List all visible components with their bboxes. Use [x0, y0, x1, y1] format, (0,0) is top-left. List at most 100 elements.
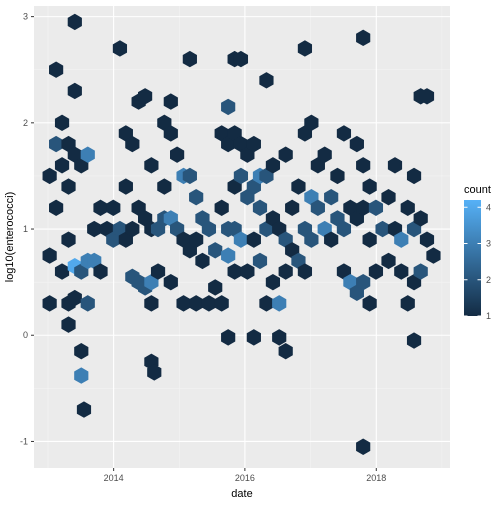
hex-bin: [150, 263, 166, 280]
hex-bin: [265, 157, 281, 174]
hex-bin: [265, 273, 281, 291]
hex-bin: [259, 295, 274, 312]
legend-tick-label: 1: [486, 311, 491, 321]
hex-bin: [406, 273, 422, 291]
hex-bin: [317, 146, 332, 163]
hex-bin: [182, 50, 197, 68]
hex-bin: [304, 114, 319, 132]
hex-bin: [118, 125, 133, 142]
legend-tick-label: 2: [486, 275, 491, 285]
hex-bin: [252, 252, 268, 270]
hex-bin: [125, 135, 140, 153]
y-tick-label: 0: [23, 330, 28, 340]
y-tick-label: 2: [23, 118, 28, 128]
hex-bin: [272, 329, 287, 346]
hex-bin: [297, 263, 313, 280]
hex-bin: [310, 199, 325, 216]
hex-bin: [324, 188, 339, 206]
hex-bin: [400, 295, 415, 312]
hex-bin: [195, 252, 210, 270]
hex-bin: [67, 146, 82, 163]
hex-bin: [291, 252, 306, 270]
hex-bin: [419, 88, 435, 105]
hex-bin: [381, 188, 396, 206]
hex-bin: [42, 167, 57, 185]
hex-bin: [317, 220, 332, 238]
legend-tick-label: 4: [486, 202, 491, 212]
hex-bin: [240, 146, 255, 163]
hex-bin: [49, 61, 64, 78]
hex-bin: [227, 263, 242, 280]
hex-bin: [297, 125, 313, 142]
hex-bin: [67, 13, 82, 31]
hex-bin: [67, 82, 82, 100]
hex-bin: [138, 88, 153, 105]
hex-bin: [221, 329, 236, 346]
hex-bin: [278, 263, 293, 280]
hex-bin: [147, 364, 162, 381]
hex-bin: [336, 263, 352, 280]
hex-bin: [330, 167, 345, 185]
y-tick-label: -1: [20, 436, 28, 446]
hex-bin: [413, 210, 428, 227]
hex-bin: [189, 231, 204, 248]
hex-bin: [54, 263, 70, 280]
hex-bin: [297, 40, 313, 57]
hex-bin: [272, 220, 287, 238]
hex-bin: [144, 273, 159, 291]
hex-bin: [426, 247, 441, 264]
hex-bin: [259, 167, 274, 185]
hex-bin: [278, 146, 293, 163]
hex-bin: [233, 167, 249, 185]
hex-bin: [259, 72, 274, 89]
hex-bin: [246, 231, 261, 248]
hex-bin: [80, 146, 95, 163]
hex-bin: [189, 188, 204, 206]
y-axis-title: log10(enterococci): [4, 192, 16, 283]
hex-bin: [74, 367, 89, 384]
x-tick-label: 2018: [366, 473, 386, 483]
hex-bin: [246, 329, 261, 346]
hex-bin: [336, 125, 352, 142]
hex-bin: [221, 98, 236, 116]
hex-bin: [349, 135, 364, 153]
y-axis: -1 0 1 2 3: [20, 12, 34, 446]
hex-bin: [176, 295, 191, 312]
hex-bin: [356, 157, 371, 174]
hex-bin: [324, 231, 339, 248]
hex-bin: [208, 279, 223, 296]
hex-bin: [233, 135, 249, 153]
hex-bin: [42, 295, 57, 312]
hex-bin: [144, 157, 159, 174]
hex-bin: [157, 178, 172, 195]
hex-bin: [362, 178, 377, 195]
hex-bin: [368, 199, 384, 216]
hex-bin: [362, 295, 377, 312]
hex-bin: [240, 263, 255, 280]
hex-bin: [394, 231, 409, 248]
hex-bin: [406, 332, 422, 349]
hex-bin: [330, 210, 345, 227]
hex-bin: [356, 438, 371, 455]
hex-bin: [400, 199, 415, 216]
hex-bin: [272, 295, 287, 312]
hex-bin: [259, 220, 274, 238]
hex-bin: [118, 178, 133, 195]
hex-bin: [163, 125, 178, 142]
hex-bin: [74, 263, 89, 280]
hex-bin: [131, 199, 146, 216]
hex-bin: [336, 220, 352, 238]
hex-bin: [49, 135, 64, 153]
hex-bin: [310, 157, 325, 174]
hex-bin: [182, 167, 197, 185]
hex-bin: [278, 342, 293, 360]
hex-bin: [42, 247, 57, 264]
x-tick-label: 2014: [104, 473, 124, 483]
hex-bin: [49, 199, 64, 216]
hex-bin: [106, 231, 121, 248]
hex-bin: [54, 114, 70, 132]
x-axis-title: date: [231, 488, 252, 500]
hex-bin: [112, 40, 128, 57]
